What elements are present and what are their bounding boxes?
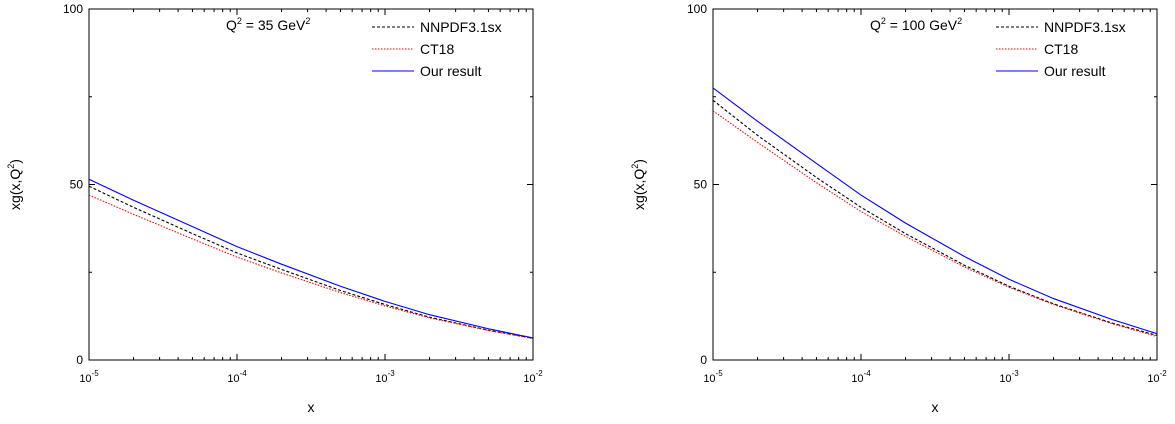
x-tick-base: 10 [999, 373, 1011, 385]
x-tick-exponent: -4 [240, 369, 248, 378]
legend-label: Our result [420, 63, 482, 79]
legend-label: NNPDF3.1sx [420, 19, 502, 35]
x-tick-base: 10 [79, 373, 91, 385]
y-axis-label-sup: 2 [630, 164, 640, 169]
x-tick-label: 10-3 [999, 369, 1019, 385]
series-line-nnpdf3-1sx [712, 99, 1158, 336]
legend-label: CT18 [420, 41, 454, 57]
q2-annotation-sup: 2 [881, 16, 886, 26]
legend-label: Our result [1044, 63, 1106, 79]
x-tick-base: 10 [1147, 373, 1159, 385]
x-tick-exponent: -2 [1160, 369, 1168, 378]
x-tick-label: 10-2 [523, 369, 543, 385]
q2-annotation-q: Q [870, 17, 881, 33]
plot-frame [88, 8, 534, 361]
q2-annotation-value: = 35 GeV [242, 17, 306, 33]
series-line-our-result [88, 178, 534, 339]
y-axis-label-base: xg(x,Q [631, 169, 647, 210]
x-tick-label: 10-4 [227, 369, 247, 385]
x-tick-exponent: -2 [536, 369, 544, 378]
x-tick-base: 10 [227, 373, 239, 385]
y-tick-label: 0 [76, 353, 83, 367]
y-axis-label-tail: ) [7, 159, 23, 164]
x-tick-label: 10-2 [1147, 369, 1167, 385]
series-line-nnpdf3-1sx [88, 185, 534, 339]
y-tick-label: 0 [700, 353, 707, 367]
x-tick-base: 10 [703, 373, 715, 385]
q2-annotation-sup: 2 [237, 16, 242, 26]
y-tick-label: 50 [694, 178, 708, 192]
x-tick-label: 10-3 [375, 369, 395, 385]
q2-annotation-q: Q [226, 17, 237, 33]
y-tick-label: 100 [63, 2, 83, 16]
x-tick-label: 10-5 [79, 369, 99, 385]
y-axis-label-base: xg(x,Q [7, 169, 23, 210]
y-axis-label: xg(x,Q2) [6, 159, 23, 210]
q2-annotation-sup: 2 [305, 16, 310, 26]
series-line-ct18 [88, 194, 534, 340]
x-tick-base: 10 [523, 373, 535, 385]
plot-frame [712, 8, 1158, 361]
series-line-our-result [712, 87, 1158, 335]
x-axis-label: x [932, 399, 939, 415]
q2-annotation-sup: 2 [957, 16, 962, 26]
q2-annotation: Q2 = 100 GeV2 [870, 16, 962, 33]
x-tick-exponent: -5 [716, 369, 724, 378]
x-tick-base: 10 [851, 373, 863, 385]
q2-annotation: Q2 = 35 GeV2 [226, 16, 310, 33]
y-axis-label-sup: 2 [6, 164, 16, 169]
y-axis-label: xg(x,Q2) [630, 159, 647, 210]
legend-label: CT18 [1044, 41, 1078, 57]
x-tick-exponent: -3 [1012, 369, 1020, 378]
series-line-ct18 [712, 110, 1158, 338]
q2-annotation-value: = 100 GeV [886, 17, 958, 33]
y-tick-label: 50 [70, 178, 84, 192]
x-tick-exponent: -4 [864, 369, 872, 378]
x-axis-label: x [308, 399, 315, 415]
y-axis-label-tail: ) [631, 159, 647, 164]
y-tick-label: 100 [687, 2, 707, 16]
x-tick-label: 10-4 [851, 369, 871, 385]
x-tick-label: 10-5 [703, 369, 723, 385]
legend-label: NNPDF3.1sx [1044, 19, 1126, 35]
x-tick-base: 10 [375, 373, 387, 385]
x-tick-exponent: -3 [388, 369, 396, 378]
x-tick-exponent: -5 [92, 369, 100, 378]
